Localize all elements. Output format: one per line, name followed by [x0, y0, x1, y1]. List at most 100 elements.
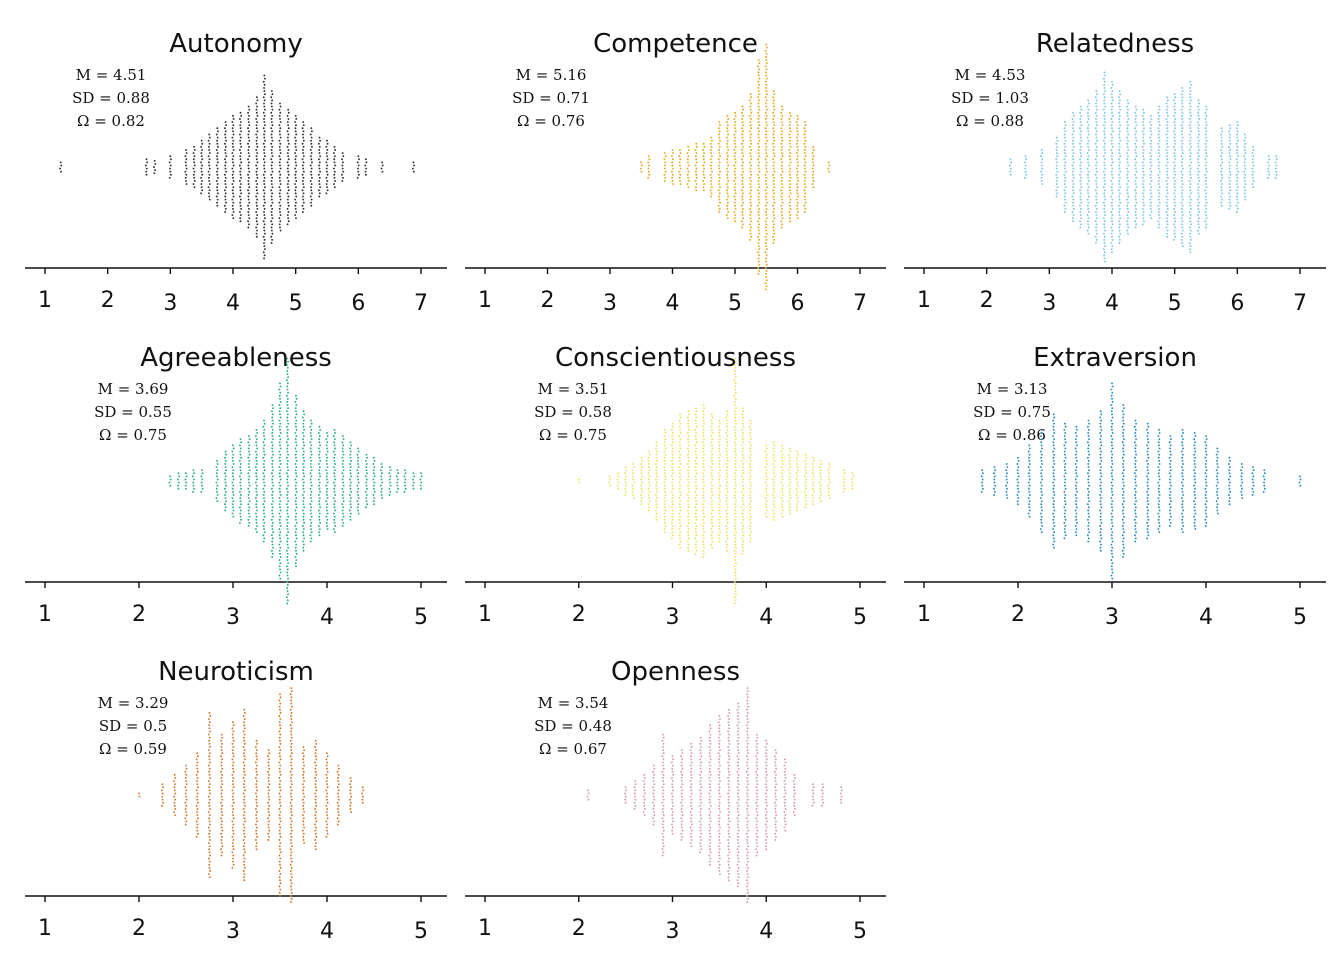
data-point	[1111, 537, 1113, 540]
data-point	[1055, 195, 1058, 198]
data-point	[185, 475, 188, 478]
data-point	[1173, 161, 1176, 164]
data-point	[1180, 170, 1183, 173]
data-point	[1041, 183, 1044, 185]
data-point	[279, 463, 282, 465]
data-point	[757, 195, 760, 198]
data-point	[1118, 149, 1121, 151]
data-point	[1194, 456, 1196, 459]
data-point	[145, 167, 148, 170]
data-point	[333, 155, 336, 158]
data-point	[1158, 453, 1161, 456]
data-point	[271, 543, 274, 546]
data-point	[1205, 475, 1208, 478]
data-point	[687, 453, 690, 456]
data-point	[270, 152, 273, 154]
data-point	[366, 487, 369, 490]
data-point	[734, 413, 737, 416]
data-point	[1110, 543, 1113, 546]
data-point	[796, 173, 799, 176]
data-point	[1173, 99, 1176, 102]
data-point	[765, 214, 768, 216]
data-point	[1111, 80, 1113, 83]
data-point	[326, 497, 329, 499]
data-point	[295, 217, 297, 220]
data-point	[1119, 93, 1122, 96]
data-point	[1229, 127, 1232, 130]
data-point	[332, 528, 335, 530]
beeswarm-column	[286, 108, 290, 226]
data-point	[1095, 155, 1098, 158]
data-point	[294, 438, 297, 441]
data-point	[1095, 152, 1098, 154]
data-point	[773, 512, 775, 515]
data-point	[232, 155, 235, 158]
data-point	[310, 459, 313, 462]
data-point	[772, 242, 775, 244]
data-point	[232, 201, 235, 204]
beeswarm-column	[740, 105, 745, 229]
beeswarm-column	[348, 441, 353, 521]
data-point	[1072, 173, 1075, 176]
data-point	[1111, 152, 1114, 154]
data-point	[1040, 500, 1043, 503]
data-point	[1228, 456, 1231, 459]
beeswarm-column	[710, 413, 714, 549]
data-point	[1122, 419, 1125, 422]
data-point	[294, 198, 297, 201]
data-point	[1117, 220, 1120, 223]
data-point	[1216, 506, 1218, 509]
data-point	[1205, 183, 1207, 185]
data-point	[333, 459, 336, 462]
data-point	[632, 497, 635, 499]
data-point	[687, 170, 690, 173]
data-point	[223, 503, 226, 506]
data-point	[694, 444, 697, 447]
beeswarm-column	[332, 428, 337, 534]
data-point	[1193, 447, 1196, 450]
data-point	[1169, 466, 1172, 468]
data-point	[224, 450, 227, 453]
data-point	[678, 155, 681, 158]
data-point	[295, 537, 298, 540]
data-point	[1168, 456, 1171, 459]
data-point	[256, 176, 259, 179]
data-point	[1236, 180, 1238, 182]
data-point	[748, 534, 751, 537]
data-point	[695, 183, 698, 185]
beeswarm-column	[1086, 419, 1091, 543]
data-point	[1064, 170, 1067, 173]
data-point	[279, 478, 282, 481]
data-point	[726, 419, 729, 422]
data-point	[718, 447, 721, 450]
data-point	[1100, 466, 1102, 468]
data-point	[232, 161, 234, 164]
data-point	[1147, 456, 1150, 459]
data-point	[764, 173, 767, 176]
data-point	[255, 96, 258, 99]
data-point	[765, 74, 768, 77]
data-point	[1165, 108, 1168, 111]
data-point	[1087, 114, 1090, 117]
data-point	[1252, 186, 1255, 189]
data-point	[216, 459, 218, 462]
data-point	[1166, 161, 1169, 164]
data-point	[672, 487, 675, 490]
beeswarm-column	[1094, 90, 1098, 244]
data-point	[224, 198, 227, 201]
data-point	[764, 80, 767, 83]
data-point	[1134, 164, 1137, 167]
data-point	[828, 472, 831, 475]
data-point	[287, 133, 290, 136]
data-point	[805, 456, 808, 459]
beeswarm-column	[372, 456, 376, 506]
data-point	[718, 506, 721, 509]
data-point	[411, 478, 414, 481]
data-point	[796, 475, 799, 478]
data-point	[420, 487, 422, 490]
data-point	[286, 397, 289, 400]
data-point	[1127, 180, 1130, 182]
data-point	[1055, 152, 1058, 154]
data-point	[1110, 518, 1113, 521]
data-point	[364, 158, 367, 161]
